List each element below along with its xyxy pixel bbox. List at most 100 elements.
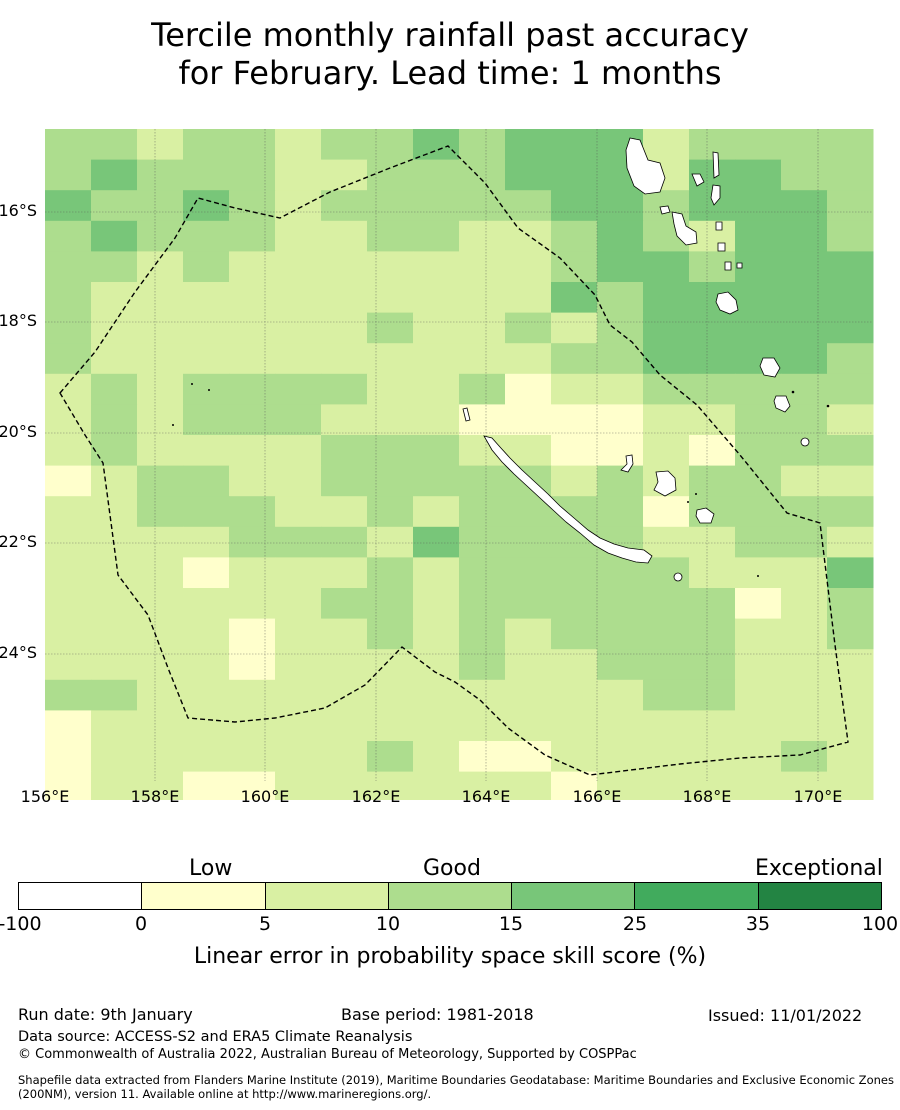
skill-cell [91, 741, 138, 773]
skill-cell [321, 373, 368, 405]
skill-cell [781, 282, 828, 314]
skill-cell [413, 404, 460, 436]
skill-cell [597, 741, 644, 773]
skill-cell [827, 343, 874, 375]
skill-cell [367, 526, 414, 558]
vanuatu-pentecost [712, 151, 720, 179]
skill-cell [735, 771, 782, 800]
skill-cell [551, 373, 598, 405]
colorbar-segment [512, 883, 636, 909]
lat-label-18s: 18°S [0, 311, 37, 330]
skill-cell [367, 343, 414, 375]
skill-cell [597, 190, 644, 222]
skill-cell [367, 496, 414, 528]
skill-cell [551, 159, 598, 191]
skill-cell [781, 526, 828, 558]
islet-7 [687, 501, 689, 503]
skill-cell [827, 220, 874, 252]
lon-label-156e: 156°E [20, 787, 70, 806]
skill-cell [505, 679, 552, 711]
skill-cell [827, 312, 874, 344]
new-caledonia-island [483, 435, 653, 564]
skill-cell [735, 159, 782, 191]
skill-cell [137, 129, 184, 161]
skill-cell [321, 312, 368, 344]
skill-cell [735, 526, 782, 558]
skill-cell [459, 710, 506, 742]
vanuatu-tanna [773, 395, 791, 413]
skill-cell [367, 312, 414, 344]
skill-cell [183, 251, 230, 283]
lat-label-20s: 20°S [0, 422, 37, 441]
skill-cell [183, 618, 230, 650]
skill-cell [367, 435, 414, 467]
skill-cell [45, 220, 92, 252]
islet-4 [208, 389, 210, 391]
skill-cell [827, 404, 874, 436]
skill-cell [45, 435, 92, 467]
skill-cell [137, 159, 184, 191]
skill-cell [91, 435, 138, 467]
skill-cell [505, 618, 552, 650]
skill-cell [505, 220, 552, 252]
vanuatu-erromango [759, 357, 781, 378]
skill-cell [45, 496, 92, 528]
skill-cell [781, 251, 828, 283]
skill-cell [137, 588, 184, 620]
skill-cell [551, 129, 598, 161]
skill-cell [45, 190, 92, 222]
skill-cell [505, 343, 552, 375]
skill-cell [459, 557, 506, 589]
colorbar-exceptional-label: Exceptional [755, 856, 883, 881]
skill-cell [597, 771, 644, 800]
skill-cell [45, 557, 92, 589]
skill-cell [643, 435, 690, 467]
data-source: Data source: ACCESS-S2 and ERA5 Climate … [18, 1029, 413, 1045]
skill-cell [735, 220, 782, 252]
skill-cell [137, 496, 184, 528]
skill-cell [643, 343, 690, 375]
skill-cell [229, 710, 276, 742]
skill-cell [551, 618, 598, 650]
issued-date: Issued: 11/01/2022 [708, 1006, 863, 1025]
skill-cell [229, 282, 276, 314]
skill-cell [689, 618, 736, 650]
skill-cell [459, 526, 506, 558]
skill-cell [367, 404, 414, 436]
skill-cell [689, 649, 736, 681]
skill-cell [183, 282, 230, 314]
skill-cell [505, 404, 552, 436]
loyalty-ouvea [620, 454, 634, 473]
colorbar-tick: 0 [134, 913, 148, 935]
skill-cell [321, 618, 368, 650]
skill-cell [459, 679, 506, 711]
skill-cell [91, 649, 138, 681]
lat-label-24s: 24°S [0, 643, 37, 662]
graticule [45, 129, 873, 781]
skill-cell [413, 312, 460, 344]
colorbar-segment [142, 883, 266, 909]
skill-cell [597, 343, 644, 375]
skill-cell [689, 771, 736, 800]
skill-cell [183, 588, 230, 620]
skill-cell [643, 404, 690, 436]
skill-cell [229, 679, 276, 711]
skill-cell [183, 496, 230, 528]
skill-cell [551, 190, 598, 222]
skill-cell [275, 465, 322, 497]
skill-cell [275, 679, 322, 711]
skill-cell [781, 771, 828, 800]
skill-cell [827, 159, 874, 191]
skill-cell [781, 190, 828, 222]
skill-cell [735, 741, 782, 773]
skill-cell [459, 159, 506, 191]
skill-cell [459, 496, 506, 528]
skill-cell [275, 343, 322, 375]
skill-cell [551, 312, 598, 344]
skill-cell [275, 557, 322, 589]
skill-cell [229, 373, 276, 405]
skill-cell [643, 618, 690, 650]
skill-cell [183, 435, 230, 467]
skill-cell [229, 465, 276, 497]
skill-cell [413, 710, 460, 742]
